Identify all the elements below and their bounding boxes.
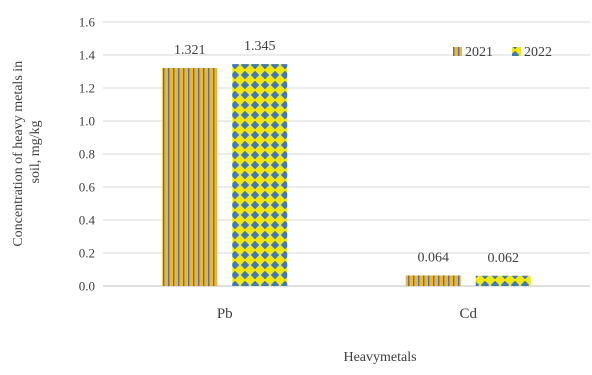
data-label-pb-2021: 1.321 [174, 43, 206, 58]
legend-swatch-2021 [453, 47, 462, 56]
data-label-cd-2022: 0.062 [488, 251, 520, 266]
category-label-cd: Cd [459, 306, 477, 322]
y-tick-label: 1.0 [79, 114, 95, 129]
legend-swatch-2022 [512, 47, 521, 56]
y-tick-label: 1.4 [79, 48, 96, 63]
y-tick-label: 0.0 [79, 279, 95, 294]
y-axis-tick-labels: 0.0 0.2 0.4 0.6 0.8 1.0 1.2 1.4 1.6 [79, 15, 96, 294]
y-axis-title: Concentration of heavy metals in soil, m… [11, 57, 43, 246]
y-axis-title-line-2: soil, mg/kg [28, 120, 43, 183]
legend-label-2021: 2021 [465, 45, 493, 60]
data-label-pb-2022: 1.345 [244, 39, 276, 54]
y-tick-label: 0.2 [79, 246, 95, 261]
legend: 2021 2022 [453, 45, 552, 60]
bar-pb-2022 [232, 64, 288, 286]
data-label-cd-2021: 0.064 [418, 250, 450, 265]
bar-cd-2022 [475, 275, 531, 286]
bar-cd-2021 [405, 275, 461, 286]
data-labels: 1.321 1.345 0.064 0.062 [174, 39, 519, 266]
x-axis-title: Heavymetals [343, 350, 416, 365]
bars [162, 64, 531, 286]
legend-label-2022: 2022 [524, 45, 552, 60]
y-tick-label: 0.4 [79, 213, 96, 228]
y-axis-title-line-1: Concentration of heavy metals in [11, 61, 26, 247]
y-tick-label: 0.8 [79, 147, 95, 162]
y-tick-label: 1.2 [79, 81, 95, 96]
x-axis-category-labels: Pb Cd [217, 306, 478, 322]
y-tick-label: 1.6 [79, 15, 96, 30]
bar-pb-2021 [162, 68, 218, 286]
category-label-pb: Pb [217, 306, 233, 322]
y-tick-label: 0.6 [79, 180, 96, 195]
